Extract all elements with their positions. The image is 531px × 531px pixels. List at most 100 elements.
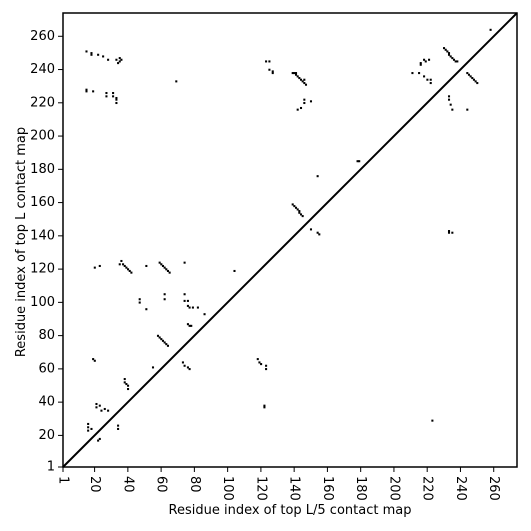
contact-point (428, 58, 431, 61)
contact-point (423, 58, 426, 61)
contact-point (419, 62, 422, 65)
contact-point (175, 80, 178, 83)
contact-point (294, 73, 298, 76)
contact-point (303, 82, 306, 85)
contact-point (122, 263, 125, 266)
contact-point (265, 368, 268, 371)
contact-point (418, 72, 421, 75)
contact-point (423, 75, 426, 78)
contact-point (268, 60, 271, 63)
contact-point (454, 60, 457, 63)
contact-point (265, 60, 268, 63)
contact-point (97, 53, 100, 56)
x-axis-label: Residue index of top L/5 contact map (169, 503, 412, 518)
contact-point (85, 88, 88, 91)
y-tick-label: 140 (30, 228, 55, 243)
x-tick-label: 80 (187, 476, 202, 493)
x-tick-label: 220 (420, 476, 435, 501)
contact-point (98, 404, 101, 407)
contact-point (447, 231, 451, 234)
contact-point (299, 213, 303, 216)
y-tick-label: 260 (30, 29, 55, 44)
contacts-layer (85, 28, 492, 442)
contact-point (456, 60, 459, 63)
x-tick-label: 40 (120, 476, 135, 493)
contact-point (186, 299, 189, 302)
contact-point (296, 108, 299, 111)
contact-point (183, 293, 186, 296)
contact-point (442, 47, 446, 50)
contact-point (95, 406, 98, 409)
contact-point (138, 298, 141, 301)
contact-point (316, 231, 319, 234)
contact-point (87, 422, 90, 425)
contact-point (120, 58, 123, 61)
contact-point (103, 407, 106, 411)
contact-point (183, 261, 186, 264)
contact-point (358, 160, 361, 163)
contact-point (263, 404, 266, 407)
y-axis-label: Residue index of top L contact map (14, 127, 29, 357)
y-tick-label: 180 (30, 162, 55, 177)
contact-point (294, 206, 298, 209)
contact-point (118, 263, 121, 266)
y-tick-label: 240 (30, 62, 55, 77)
y-tick-label: 160 (30, 195, 55, 210)
contact-point (451, 108, 454, 111)
contact-point (356, 160, 359, 163)
contact-point (188, 324, 191, 327)
contact-point (145, 308, 148, 311)
contact-point (90, 53, 93, 56)
contact-point (115, 101, 118, 105)
contact-point (466, 72, 469, 75)
contact-point (424, 60, 427, 63)
contact-point (451, 231, 454, 234)
contact-point (271, 70, 274, 73)
x-tick-label: 200 (386, 476, 401, 501)
contact-point (95, 402, 98, 406)
contact-point (127, 268, 130, 271)
contact-point (90, 52, 93, 55)
contact-point (163, 266, 166, 269)
contact-point (186, 323, 189, 326)
contact-point (85, 50, 88, 53)
contact-point (163, 298, 166, 301)
contact-point (263, 406, 266, 409)
contact-point (304, 83, 308, 86)
y-tick-label: 100 (30, 295, 55, 310)
contact-point (469, 75, 472, 78)
y-tick-label: 60 (38, 361, 55, 376)
contact-point (151, 366, 155, 369)
contact-point (158, 336, 161, 339)
contact-point (190, 324, 193, 327)
contact-point (90, 427, 93, 430)
contact-point (85, 90, 88, 93)
contact-point (165, 268, 168, 271)
contact-point (301, 80, 304, 83)
contact-point (233, 269, 236, 272)
contact-point (476, 82, 479, 85)
contact-point (291, 72, 294, 75)
contact-point (188, 368, 191, 371)
contact-point (117, 424, 120, 427)
contact-point (100, 409, 103, 412)
contact-point (93, 359, 96, 362)
contact-point (123, 378, 126, 381)
contact-point (166, 344, 170, 347)
contact-point (105, 91, 108, 95)
contact-point (447, 53, 451, 56)
plot-frame (62, 12, 518, 468)
contact-point (309, 228, 313, 231)
y-tick-label: 220 (30, 95, 55, 110)
contact-point (160, 263, 163, 266)
contact-point (118, 57, 121, 60)
contact-point (158, 261, 161, 264)
contact-point (105, 95, 108, 98)
y-tick-label: 1 (47, 460, 55, 475)
contact-point (316, 175, 319, 178)
contact-point (102, 55, 105, 58)
contact-point (472, 78, 475, 81)
contact-point (471, 77, 474, 80)
